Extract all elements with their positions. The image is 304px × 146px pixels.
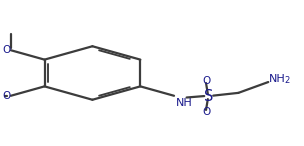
Text: NH: NH xyxy=(269,74,286,84)
Text: NH: NH xyxy=(175,98,192,108)
Text: O: O xyxy=(202,107,210,117)
Text: O: O xyxy=(202,76,210,86)
Text: O: O xyxy=(2,91,10,101)
Text: 2: 2 xyxy=(284,76,289,85)
Text: S: S xyxy=(204,89,213,104)
Text: O: O xyxy=(2,45,10,55)
